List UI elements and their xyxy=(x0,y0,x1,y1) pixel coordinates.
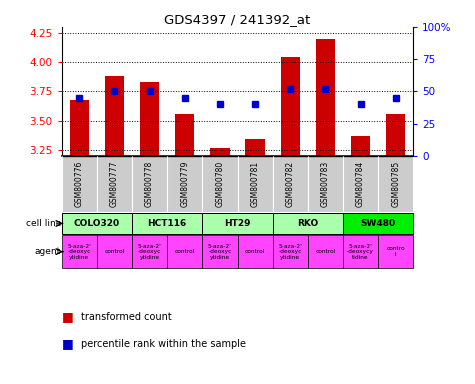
Text: COLO320: COLO320 xyxy=(74,219,120,228)
Text: control: control xyxy=(245,249,265,254)
Text: HT29: HT29 xyxy=(224,219,251,228)
Bar xyxy=(238,235,273,268)
Text: GSM800782: GSM800782 xyxy=(286,161,294,207)
Bar xyxy=(175,114,194,156)
Text: GSM800778: GSM800778 xyxy=(145,161,154,207)
Text: SW480: SW480 xyxy=(361,219,396,228)
Bar xyxy=(308,156,343,212)
Bar xyxy=(62,156,97,212)
Bar xyxy=(62,235,97,268)
Bar xyxy=(273,213,343,234)
Bar xyxy=(343,235,378,268)
Bar xyxy=(97,156,132,212)
Text: GSM800780: GSM800780 xyxy=(216,161,224,207)
Text: contro
l: contro l xyxy=(386,247,405,257)
Bar xyxy=(378,156,413,212)
Text: GSM800781: GSM800781 xyxy=(251,161,259,207)
Bar xyxy=(273,235,308,268)
Bar xyxy=(70,99,89,156)
Bar xyxy=(281,57,300,156)
Bar xyxy=(202,213,273,234)
Text: cell line: cell line xyxy=(26,219,61,228)
Text: 5-aza-2'
-deoxyc
ytidine: 5-aza-2' -deoxyc ytidine xyxy=(138,244,162,260)
Text: percentile rank within the sample: percentile rank within the sample xyxy=(81,339,246,349)
Bar xyxy=(105,76,124,156)
Bar xyxy=(273,156,308,212)
Text: 5-aza-2'
-deoxyc
ytidine: 5-aza-2' -deoxyc ytidine xyxy=(208,244,232,260)
Bar xyxy=(238,156,273,212)
Bar xyxy=(202,235,238,268)
Text: ■: ■ xyxy=(62,337,74,350)
Text: control: control xyxy=(175,249,195,254)
Text: agent: agent xyxy=(35,247,61,256)
Bar xyxy=(132,156,167,212)
Bar xyxy=(210,148,229,156)
Bar xyxy=(308,235,343,268)
Text: 5-aza-2'
-deoxyc
ytidine: 5-aza-2' -deoxyc ytidine xyxy=(67,244,91,260)
Bar xyxy=(132,213,202,234)
Text: GSM800785: GSM800785 xyxy=(391,161,400,207)
Bar xyxy=(140,82,159,156)
Text: GSM800784: GSM800784 xyxy=(356,161,365,207)
Bar xyxy=(132,235,167,268)
Bar xyxy=(246,139,265,156)
Bar xyxy=(386,114,405,156)
Text: transformed count: transformed count xyxy=(81,312,171,322)
Text: control: control xyxy=(104,249,124,254)
Bar xyxy=(343,156,378,212)
Text: GSM800776: GSM800776 xyxy=(75,161,84,207)
Text: HCT116: HCT116 xyxy=(148,219,187,228)
Text: RKO: RKO xyxy=(297,219,318,228)
Text: ■: ■ xyxy=(62,310,74,323)
Text: 5-aza-2'
-deoxyc
ytidine: 5-aza-2' -deoxyc ytidine xyxy=(278,244,302,260)
Text: GSM800779: GSM800779 xyxy=(180,161,189,207)
Text: 5-aza-2'
-deoxycy
tidine: 5-aza-2' -deoxycy tidine xyxy=(347,244,374,260)
Bar xyxy=(167,156,202,212)
Bar xyxy=(316,39,335,156)
Bar xyxy=(62,213,132,234)
Bar xyxy=(202,156,238,212)
Text: GSM800783: GSM800783 xyxy=(321,161,330,207)
Title: GDS4397 / 241392_at: GDS4397 / 241392_at xyxy=(164,13,311,26)
Bar xyxy=(351,136,370,156)
Bar xyxy=(167,235,202,268)
Bar xyxy=(378,235,413,268)
Bar xyxy=(343,213,413,234)
Text: control: control xyxy=(315,249,335,254)
Text: GSM800777: GSM800777 xyxy=(110,161,119,207)
Bar xyxy=(97,235,132,268)
